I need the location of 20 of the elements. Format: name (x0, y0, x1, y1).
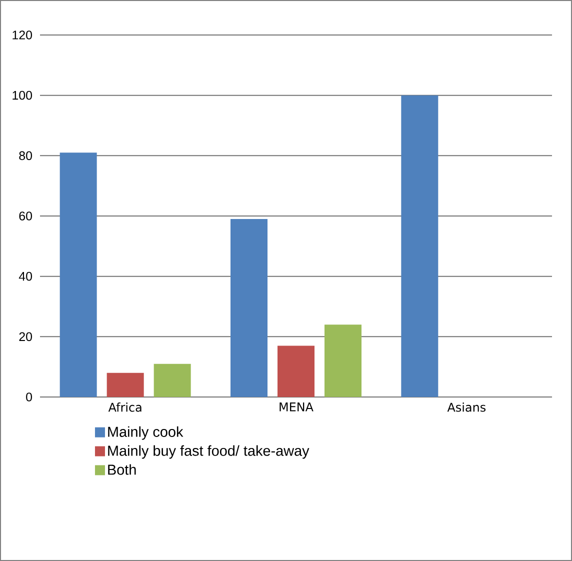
x-tick-label: Africa (108, 402, 142, 412)
bar (278, 346, 315, 397)
legend-label: Both (108, 464, 136, 475)
y-tick-label: 80 (19, 151, 32, 160)
bar (154, 364, 191, 397)
legend-label: Mainly buy fast food/ take-away (108, 445, 310, 459)
y-tick-label: 120 (12, 30, 32, 40)
x-tick-label: MENA (280, 402, 314, 412)
bar (230, 219, 268, 397)
bar (401, 95, 438, 397)
bar (324, 324, 362, 397)
y-tick-label: 0 (26, 392, 32, 402)
bar (60, 152, 97, 397)
bar (106, 372, 144, 397)
legend-label: Mainly cook (108, 426, 184, 440)
x-tick-label: Asians (447, 402, 486, 412)
y-tick-label: 40 (18, 272, 32, 281)
y-tick-label: 100 (12, 90, 32, 100)
y-tick-label: 60 (19, 212, 32, 220)
y-tick-label: 20 (19, 332, 32, 342)
